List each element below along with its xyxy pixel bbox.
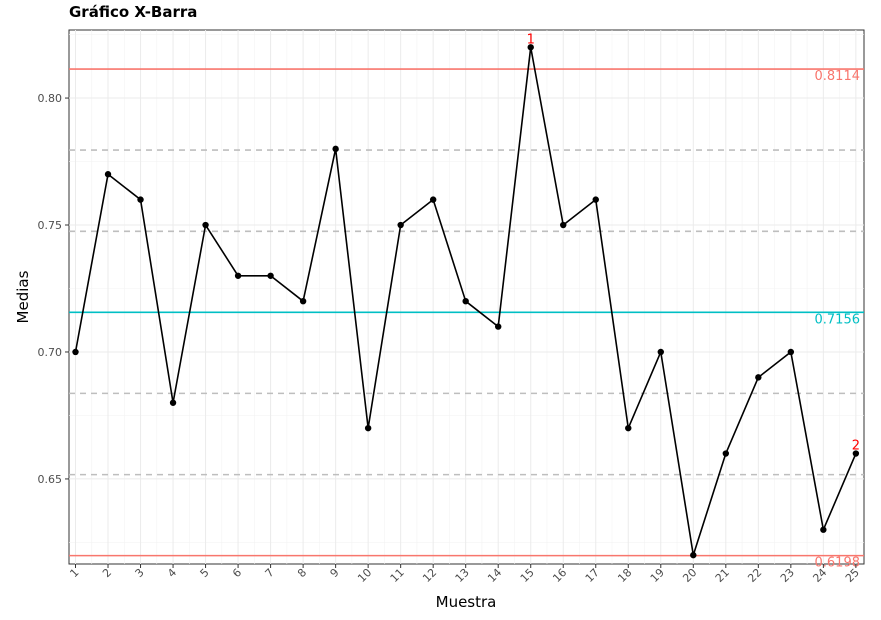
data-point (527, 44, 534, 51)
y-tick-label: 0.75 (38, 219, 63, 232)
center-label: 0.7156 (815, 312, 861, 327)
data-point (495, 323, 502, 330)
data-point (755, 374, 762, 381)
data-point (560, 221, 567, 229)
x-tick-label: 19 (648, 566, 667, 585)
x-tick-label: 18 (615, 566, 634, 585)
data-point (169, 399, 177, 406)
flag-label: 2 (852, 439, 860, 454)
x-tick-label: 15 (518, 566, 537, 585)
data-point (852, 450, 860, 457)
x-tick-label: 13 (453, 566, 472, 585)
y-axis-title: Medias (14, 270, 32, 323)
data-point (625, 424, 632, 432)
data-point (202, 221, 209, 229)
x-tick-label: 20 (680, 566, 699, 585)
data-point (364, 424, 372, 432)
data-point (299, 297, 307, 305)
x-tick-label: 9 (328, 566, 342, 580)
x-tick-label: 6 (230, 566, 244, 580)
x-tick-label: 1 (67, 566, 81, 580)
data-point (104, 171, 112, 178)
plot-panel (68, 29, 865, 565)
y-tick-label: 0.70 (38, 346, 63, 359)
x-tick-label: 12 (420, 566, 439, 585)
x-tick-label: 14 (485, 566, 504, 585)
data-point (722, 450, 730, 457)
data-point (657, 348, 664, 356)
flag-label: 1 (527, 32, 535, 47)
x-tick-label: 2 (100, 566, 114, 580)
data-point (429, 196, 437, 203)
y-tick-label: 0.80 (38, 92, 63, 105)
x-tick-label: 23 (778, 566, 797, 585)
x-axis-title: Muestra (436, 593, 497, 611)
data-point (137, 196, 144, 203)
data-point (787, 348, 795, 356)
data-point (820, 526, 827, 533)
lcl-label: 0.6198 (815, 556, 861, 571)
x-tick-label: 10 (355, 566, 374, 585)
x-tick-label: 11 (388, 566, 407, 585)
data-point (690, 551, 697, 559)
x-tick-label: 16 (550, 566, 569, 585)
x-tick-label: 8 (295, 566, 309, 580)
data-point (332, 145, 339, 153)
x-tick-label: 4 (165, 566, 179, 580)
control-limit-lines: 0.8114 0.7156 0.6198 (69, 68, 864, 571)
x-tick-label: 22 (745, 566, 764, 585)
data-point (592, 196, 599, 203)
data-point (397, 221, 404, 229)
series-layer (72, 44, 860, 559)
x-tick-label: 17 (583, 566, 602, 585)
chart-title: Gráfico X-Barra (69, 3, 197, 21)
data-point (72, 348, 79, 356)
data-point (462, 297, 469, 305)
ucl-label: 0.8114 (815, 69, 861, 84)
sigma-lines (69, 149, 864, 476)
x-tick-label: 5 (198, 566, 212, 580)
x-tick-label: 7 (263, 566, 277, 580)
data-point (267, 272, 274, 279)
flagged-point-labels: 12 (527, 32, 860, 453)
y-tick-label: 0.65 (38, 473, 63, 486)
data-point (234, 272, 242, 279)
x-tick-label: 21 (713, 566, 732, 585)
x-tick-label: 3 (133, 566, 147, 580)
